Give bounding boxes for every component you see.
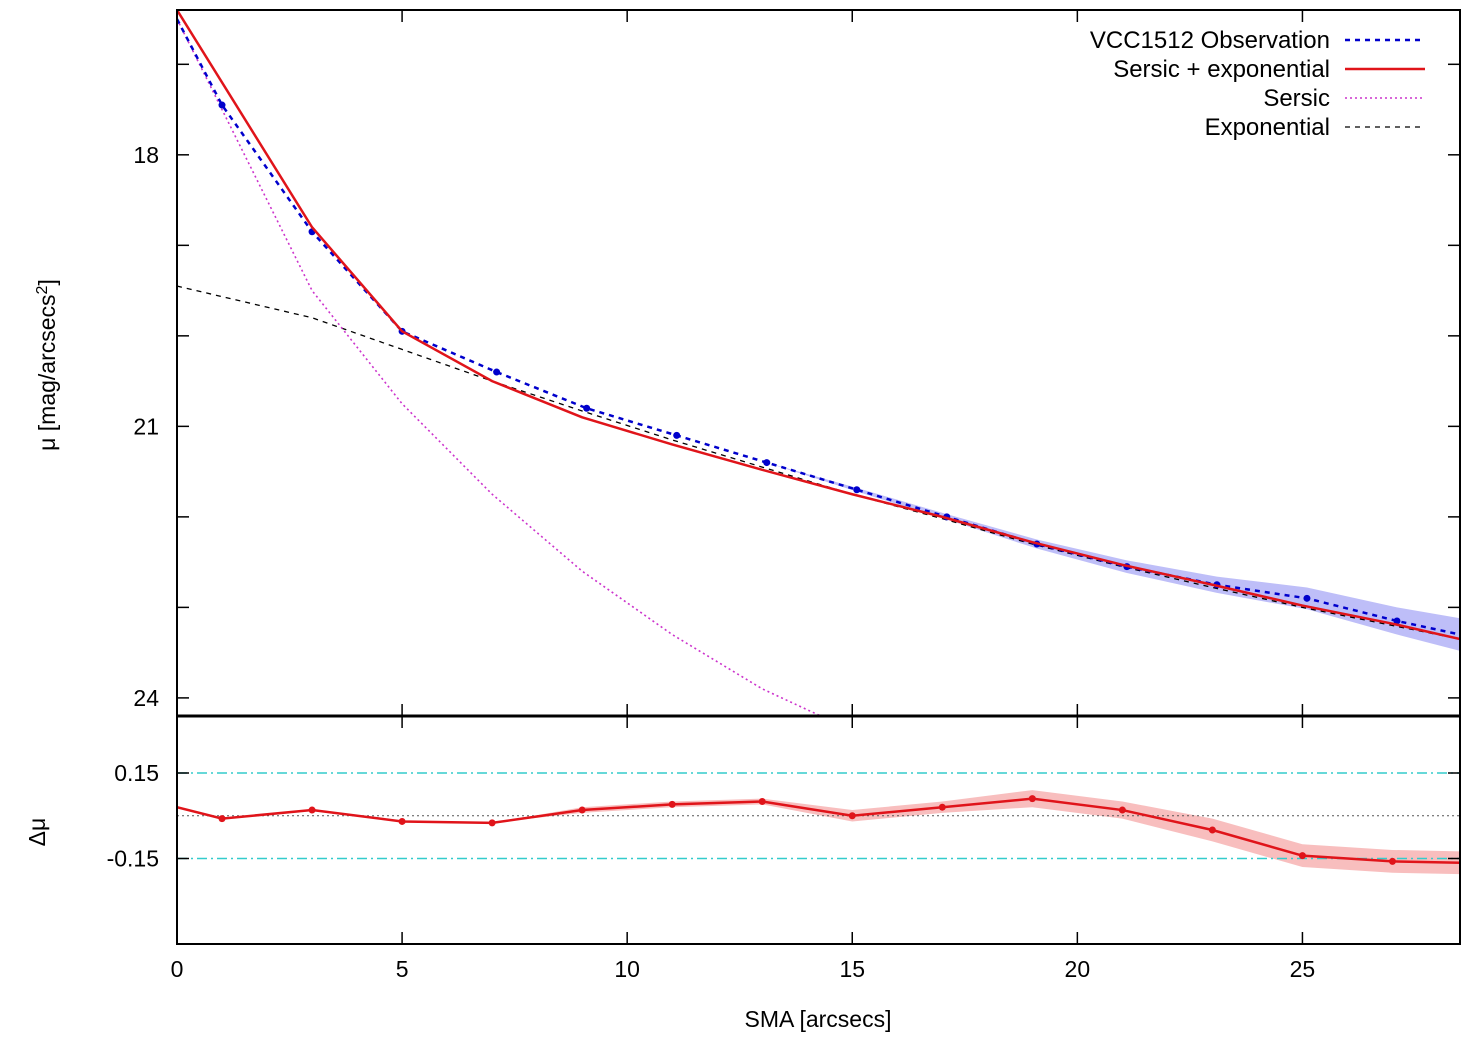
y-label-end: ] (34, 279, 60, 285)
series-line-3 (177, 285, 1460, 640)
bottom-y-axis-label: Δμ (24, 818, 50, 847)
data-point (763, 459, 771, 467)
x-axis-tick-labels: 0 5 10 15 20 25 (171, 956, 1316, 982)
x-tick-label: 20 (1065, 956, 1091, 982)
top-y-tick-label: 18 (133, 142, 159, 168)
bottom-frame (176, 715, 1461, 945)
y-label-main: μ [mag/arcsecs (34, 294, 60, 450)
data-point (673, 431, 681, 439)
bottom-y-tick-label: 0.15 (114, 760, 159, 786)
residual-point (1208, 826, 1216, 834)
top-y-axis-label: μ [mag/arcsecs2] (34, 279, 61, 451)
top-plot-area (177, 10, 1460, 716)
x-tick-label: 25 (1290, 956, 1316, 982)
top-y-tick-label: 24 (133, 685, 159, 711)
data-point (218, 101, 226, 109)
x-tick-label: 0 (171, 956, 184, 982)
x-tick-label: 15 (839, 956, 865, 982)
residual-point (1298, 852, 1306, 860)
data-point (853, 486, 861, 494)
top-y-tick-label: 21 (133, 413, 159, 439)
data-point (1303, 594, 1311, 602)
data-point (493, 368, 501, 376)
legend-label-0: VCC1512 Observation (1090, 27, 1330, 54)
x-tick-label: 10 (614, 956, 640, 982)
data-point (1393, 617, 1401, 625)
bottom-panel: 0.15 -0.15 (107, 714, 1461, 945)
residual-point (398, 817, 406, 825)
residual-point (578, 806, 586, 814)
residual-point (1028, 795, 1036, 803)
residual-point (848, 812, 856, 820)
residual-point (218, 815, 226, 823)
residual-point (668, 800, 676, 808)
series-line-1 (177, 10, 1460, 641)
residual-point (488, 819, 496, 827)
residual-point (938, 803, 946, 811)
residual-point (1118, 806, 1126, 814)
residual-point (308, 806, 316, 814)
residual-line (177, 797, 1460, 865)
legend-label-2: Sersic (1263, 85, 1330, 112)
y-label-superscript: 2 (34, 285, 51, 294)
data-point (583, 404, 591, 412)
series-line-2 (177, 18, 822, 716)
residual-point (1388, 857, 1396, 865)
legend-label-1: Sersic + exponential (1113, 56, 1330, 83)
residual-band (177, 790, 1460, 875)
bottom-y-tick-label: -0.15 (107, 846, 159, 872)
bottom-plot-area (177, 772, 1460, 875)
series-line-0 (177, 18, 1460, 636)
x-axis-label: SMA [arcsecs] (745, 1006, 892, 1032)
residual-point (758, 798, 766, 805)
x-tick-label: 5 (396, 956, 409, 982)
legend-label-3: Exponential (1205, 114, 1330, 141)
